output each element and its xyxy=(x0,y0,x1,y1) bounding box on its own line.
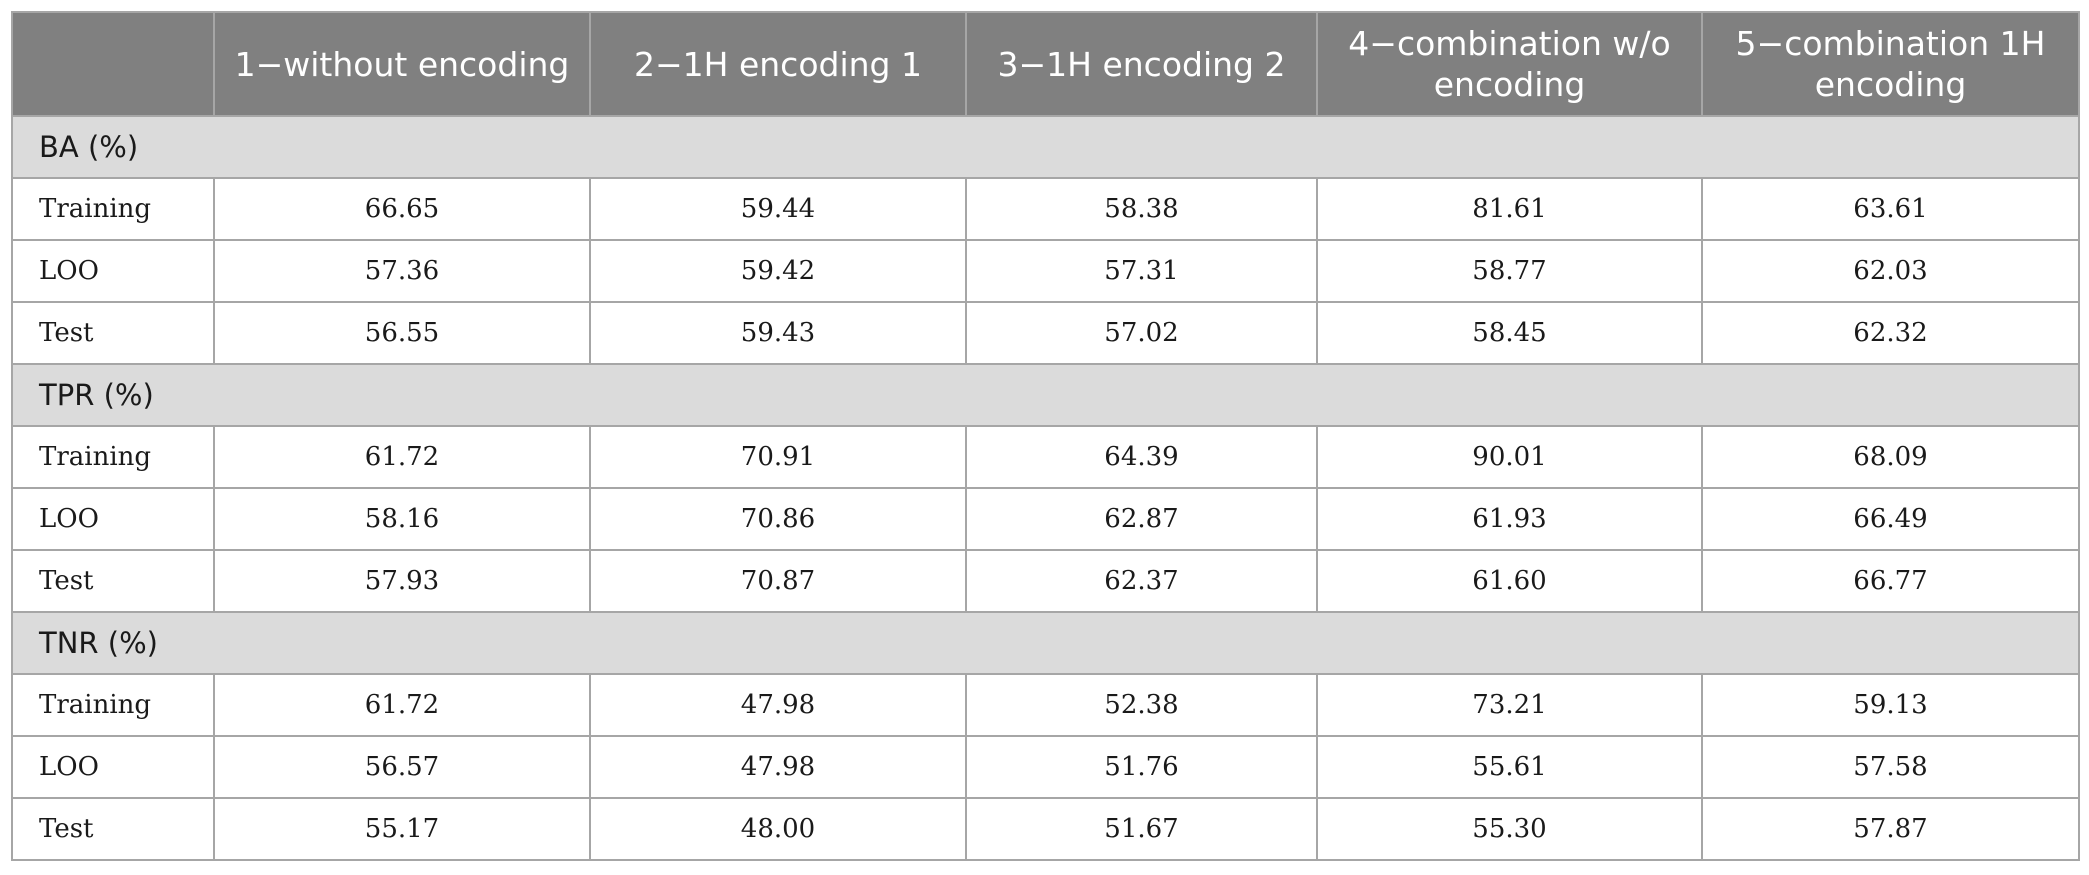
row-label: Training xyxy=(11,177,215,241)
table-cell: 61.93 xyxy=(1316,487,1703,551)
table-cell: 57.58 xyxy=(1701,735,2080,799)
row-label: LOO xyxy=(11,239,215,303)
table-row: LOO 58.16 70.86 62.87 61.93 66.49 xyxy=(11,487,2080,551)
row-label: LOO xyxy=(11,735,215,799)
table-cell: 57.31 xyxy=(965,239,1318,303)
header-cell-1h-encoding-1: 2−1H encoding 1 xyxy=(589,11,967,117)
table-cell: 47.98 xyxy=(589,735,967,799)
row-label: Training xyxy=(11,425,215,489)
table-row: Test 56.55 59.43 57.02 58.45 62.32 xyxy=(11,301,2080,365)
table-cell: 64.39 xyxy=(965,425,1318,489)
table-cell: 55.61 xyxy=(1316,735,1703,799)
header-cell-1h-encoding-2: 3−1H encoding 2 xyxy=(965,11,1318,117)
group-label: TNR (%) xyxy=(11,611,2080,675)
table-cell: 59.43 xyxy=(589,301,967,365)
header-cell-combination-1h-encoding: 5−combination 1H encoding xyxy=(1701,11,2080,117)
table-cell: 56.57 xyxy=(213,735,591,799)
table-row: Test 57.93 70.87 62.37 61.60 66.77 xyxy=(11,549,2080,613)
table-cell: 62.32 xyxy=(1701,301,2080,365)
table-cell: 56.55 xyxy=(213,301,591,365)
table-cell: 51.76 xyxy=(965,735,1318,799)
row-label: Training xyxy=(11,673,215,737)
table-cell: 58.45 xyxy=(1316,301,1703,365)
group-row-tnr: TNR (%) xyxy=(11,611,2080,675)
table-cell: 47.98 xyxy=(589,673,967,737)
header-cell-combination-without-encoding: 4−combination w/o encoding xyxy=(1316,11,1703,117)
table-row: Training 61.72 47.98 52.38 73.21 59.13 xyxy=(11,673,2080,737)
table-row: LOO 56.57 47.98 51.76 55.61 57.58 xyxy=(11,735,2080,799)
table-row: LOO 57.36 59.42 57.31 58.77 62.03 xyxy=(11,239,2080,303)
table-cell: 52.38 xyxy=(965,673,1318,737)
table-cell: 63.61 xyxy=(1701,177,2080,241)
table-cell: 70.86 xyxy=(589,487,967,551)
table-cell: 59.44 xyxy=(589,177,967,241)
table-cell: 51.67 xyxy=(965,797,1318,861)
table-cell: 81.61 xyxy=(1316,177,1703,241)
table-cell: 66.49 xyxy=(1701,487,2080,551)
group-row-tpr: TPR (%) xyxy=(11,363,2080,427)
table-cell: 58.77 xyxy=(1316,239,1703,303)
group-label: TPR (%) xyxy=(11,363,2080,427)
table-cell: 90.01 xyxy=(1316,425,1703,489)
table-row: Training 66.65 59.44 58.38 81.61 63.61 xyxy=(11,177,2080,241)
table-cell: 58.38 xyxy=(965,177,1318,241)
table-cell: 57.36 xyxy=(213,239,591,303)
table-cell: 62.87 xyxy=(965,487,1318,551)
table-cell: 55.30 xyxy=(1316,797,1703,861)
table-cell: 61.72 xyxy=(213,425,591,489)
table-cell: 73.21 xyxy=(1316,673,1703,737)
row-label: Test xyxy=(11,549,215,613)
table-cell: 62.03 xyxy=(1701,239,2080,303)
table-cell: 70.87 xyxy=(589,549,967,613)
table-cell: 55.17 xyxy=(213,797,591,861)
table-cell: 61.72 xyxy=(213,673,591,737)
table-cell: 59.42 xyxy=(589,239,967,303)
table-cell: 57.93 xyxy=(213,549,591,613)
table-cell: 62.37 xyxy=(965,549,1318,613)
results-table: 1−without encoding 2−1H encoding 1 3−1H … xyxy=(11,11,2080,861)
row-label: Test xyxy=(11,797,215,861)
table-row: Training 61.72 70.91 64.39 90.01 68.09 xyxy=(11,425,2080,489)
row-label: LOO xyxy=(11,487,215,551)
table-cell: 61.60 xyxy=(1316,549,1703,613)
table-cell: 48.00 xyxy=(589,797,967,861)
header-row: 1−without encoding 2−1H encoding 1 3−1H … xyxy=(11,11,2080,117)
table-cell: 58.16 xyxy=(213,487,591,551)
table-cell: 57.02 xyxy=(965,301,1318,365)
table-cell: 66.77 xyxy=(1701,549,2080,613)
table-cell: 57.87 xyxy=(1701,797,2080,861)
table-cell: 59.13 xyxy=(1701,673,2080,737)
header-cell-corner xyxy=(11,11,215,117)
table-cell: 68.09 xyxy=(1701,425,2080,489)
group-row-ba: BA (%) xyxy=(11,115,2080,179)
table-cell: 66.65 xyxy=(213,177,591,241)
group-label: BA (%) xyxy=(11,115,2080,179)
table-row: Test 55.17 48.00 51.67 55.30 57.87 xyxy=(11,797,2080,861)
table-cell: 70.91 xyxy=(589,425,967,489)
header-cell-without-encoding: 1−without encoding xyxy=(213,11,591,117)
results-table-container: 1−without encoding 2−1H encoding 1 3−1H … xyxy=(11,11,2080,861)
row-label: Test xyxy=(11,301,215,365)
